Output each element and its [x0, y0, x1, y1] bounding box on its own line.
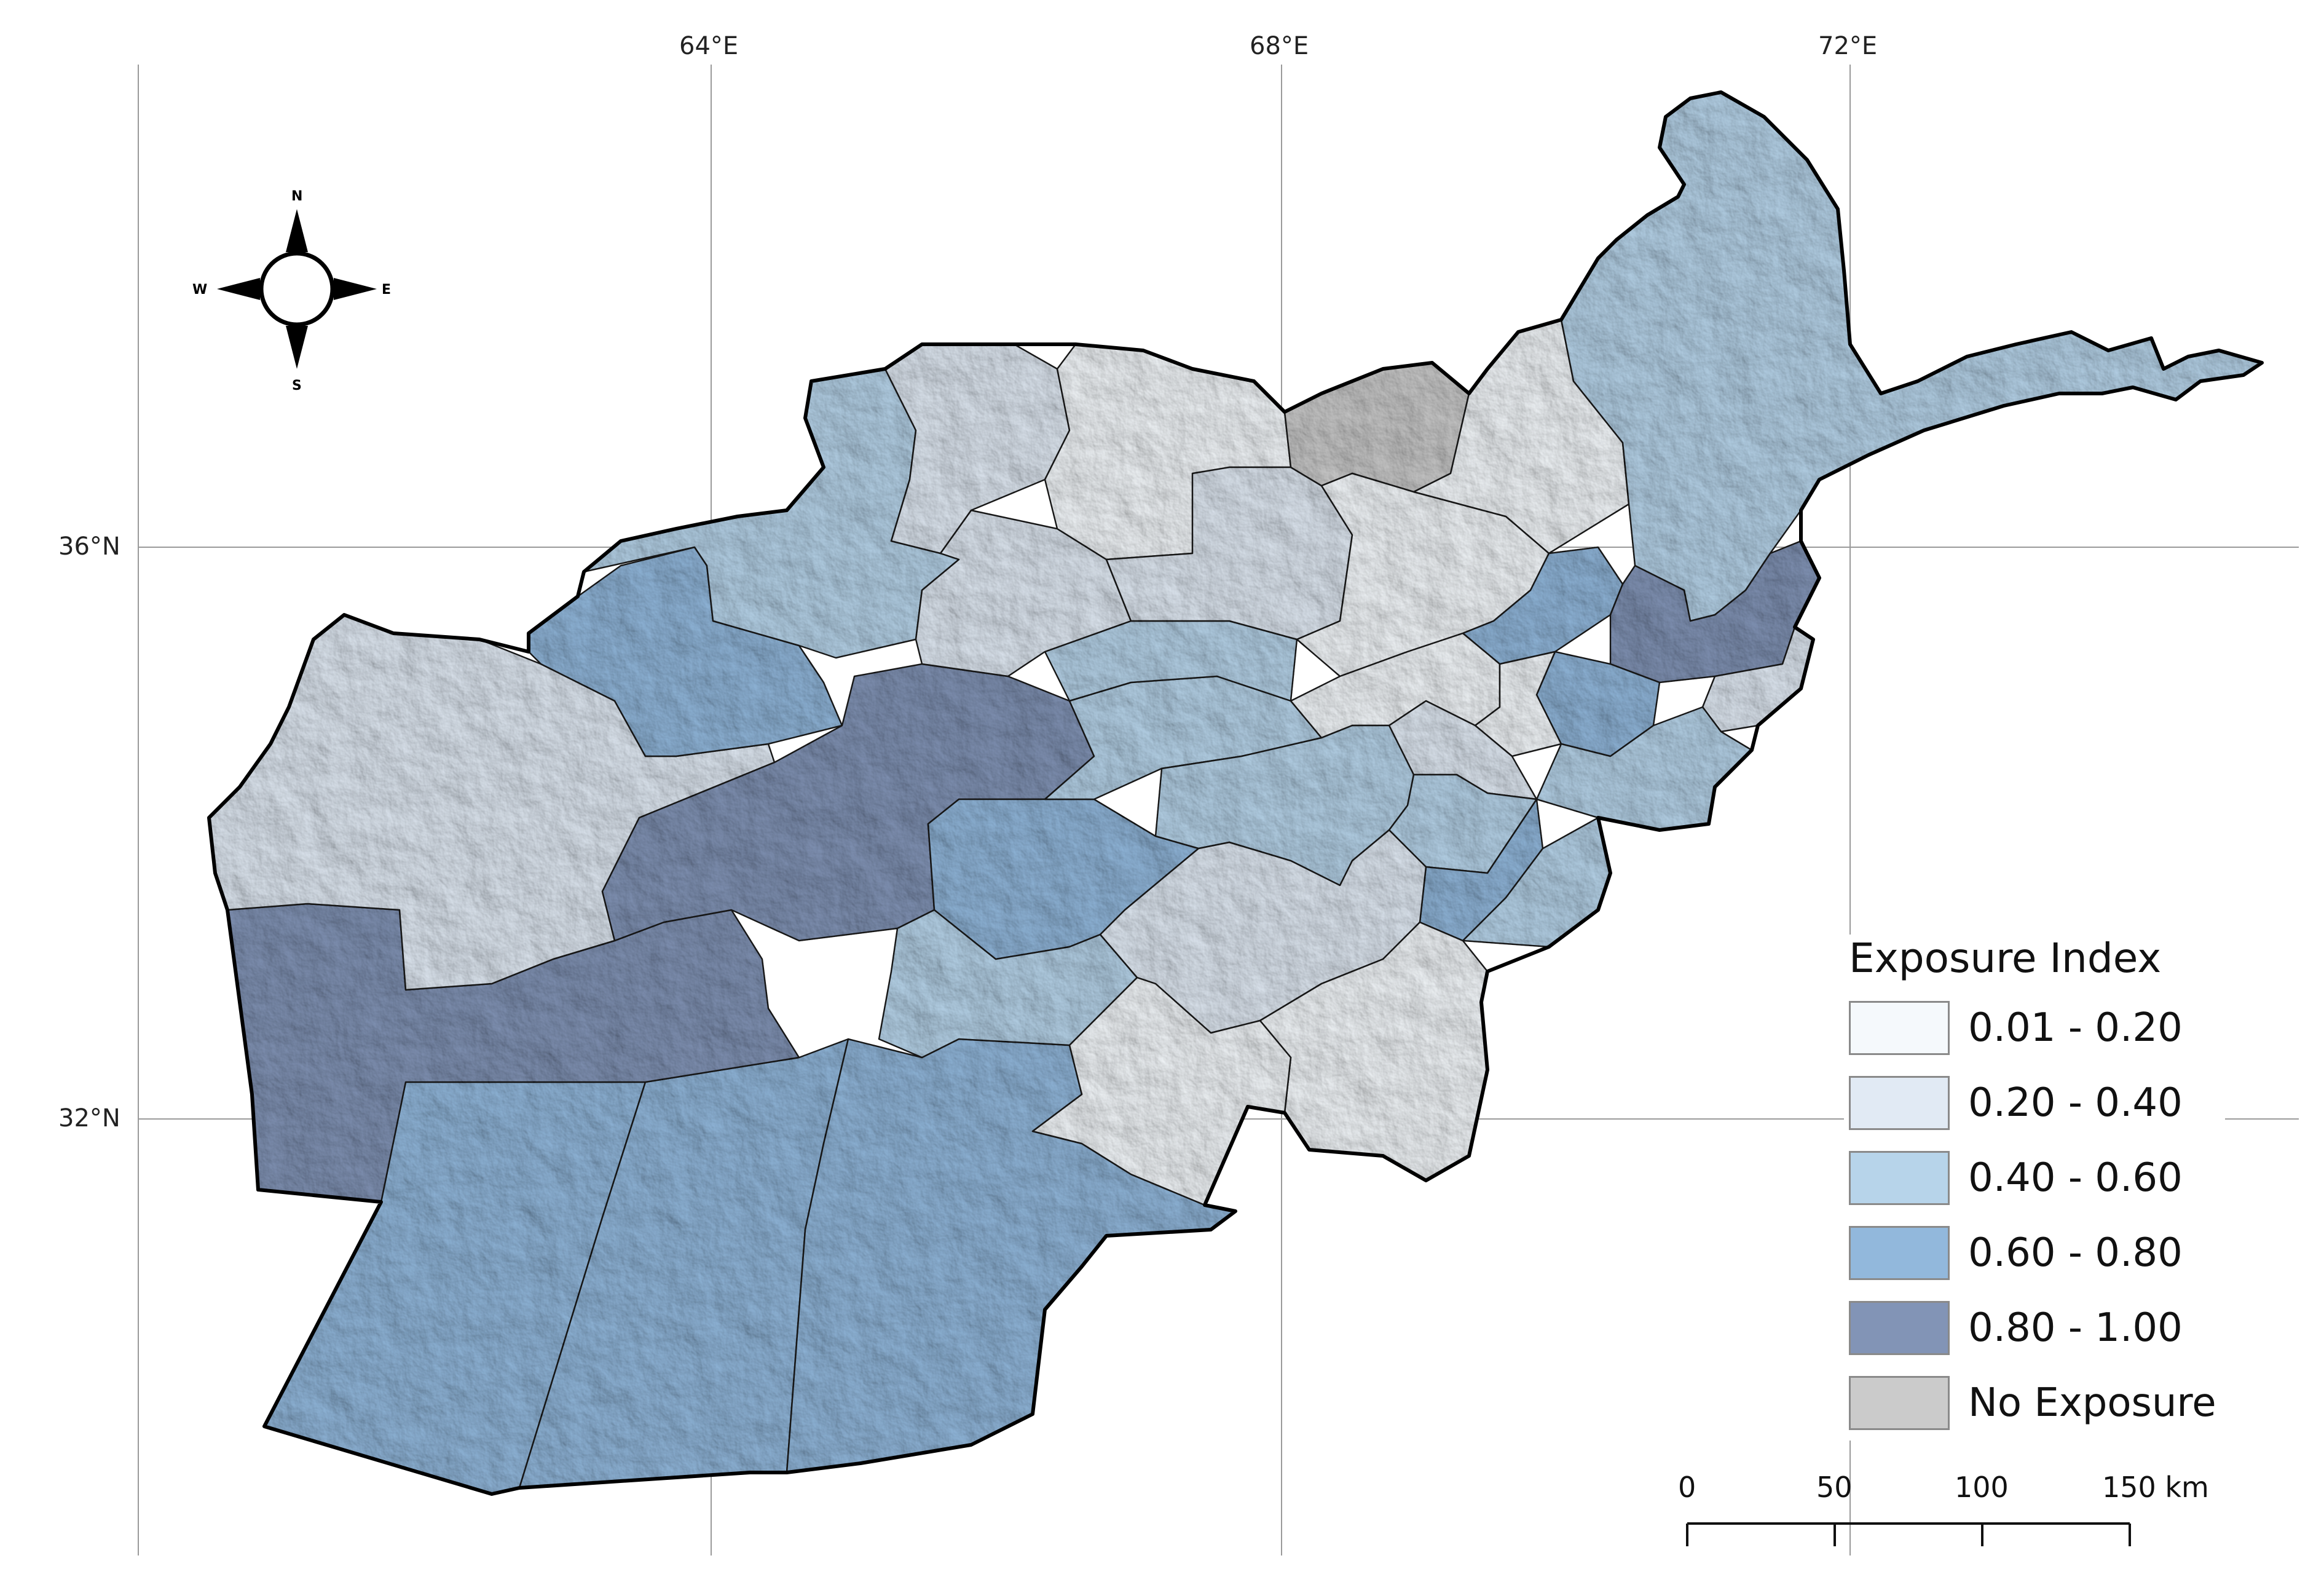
scale-label-150-km: 150 km — [2102, 1471, 2209, 1504]
legend: Exposure Index 0.01 - 0.20 0.20 - 0.40 0… — [1844, 935, 2225, 1441]
legend-swatch-0 — [1849, 1001, 1950, 1055]
scale-label-0: 0 — [1678, 1471, 1696, 1504]
legend-label-3: 0.60 - 0.80 — [1968, 1230, 2183, 1276]
legend-label-5: No Exposure — [1968, 1380, 2216, 1426]
compass-south-arrow — [286, 326, 308, 369]
legend-item-0: 0.01 - 0.20 — [1844, 990, 2225, 1065]
country-border — [207, 90, 2264, 1496]
lon-label-64e: 64°E — [679, 32, 738, 60]
province-kapisa[interactable] — [1474, 650, 1562, 757]
scale-label-100: 100 — [1955, 1471, 2009, 1504]
compass-label-w: W — [192, 282, 207, 298]
province-kunduz[interactable] — [1283, 362, 1470, 493]
legend-item-5: No Exposure — [1844, 1366, 2225, 1441]
compass-north-arrow — [286, 209, 308, 252]
legend-label-4: 0.80 - 1.00 — [1968, 1305, 2183, 1351]
compass-label-n: N — [291, 189, 302, 204]
graticule-labels: 64°E 68°E 72°E 36°N 32°N — [58, 32, 1877, 1132]
legend-swatch-3 — [1849, 1226, 1950, 1280]
legend-label-2: 0.40 - 0.60 — [1968, 1155, 2183, 1201]
legend-swatch-4 — [1849, 1301, 1950, 1355]
lon-label-72e: 72°E — [1818, 32, 1877, 60]
lon-label-68e: 68°E — [1250, 32, 1309, 60]
lat-label-36n: 36°N — [58, 532, 120, 561]
compass-west-arrow — [217, 278, 260, 300]
legend-label-1: 0.20 - 0.40 — [1968, 1080, 2183, 1126]
scale-bar: 0 50 100 150 km — [1678, 1471, 2209, 1546]
province-layer — [208, 91, 2263, 1495]
legend-swatch-1 — [1849, 1076, 1950, 1130]
legend-item-3: 0.60 - 0.80 — [1844, 1216, 2225, 1291]
legend-item-1: 0.20 - 0.40 — [1844, 1065, 2225, 1140]
legend-item-2: 0.40 - 0.60 — [1844, 1140, 2225, 1216]
compass-east-arrow — [334, 278, 377, 300]
compass-label-e: E — [382, 282, 391, 298]
scale-label-50: 50 — [1816, 1471, 1853, 1504]
province-badghis[interactable] — [527, 546, 843, 757]
compass-ring — [259, 251, 335, 327]
legend-title: Exposure Index — [1849, 935, 2162, 982]
compass-rose: N S E W — [192, 189, 391, 393]
legend-swatch-5 — [1849, 1376, 1950, 1430]
lat-label-32n: 32°N — [58, 1104, 120, 1132]
compass-label-s: S — [292, 378, 302, 393]
legend-item-4: 0.80 - 1.00 — [1844, 1291, 2225, 1366]
legend-label-0: 0.01 - 0.20 — [1968, 1005, 2183, 1051]
legend-swatch-2 — [1849, 1151, 1950, 1205]
